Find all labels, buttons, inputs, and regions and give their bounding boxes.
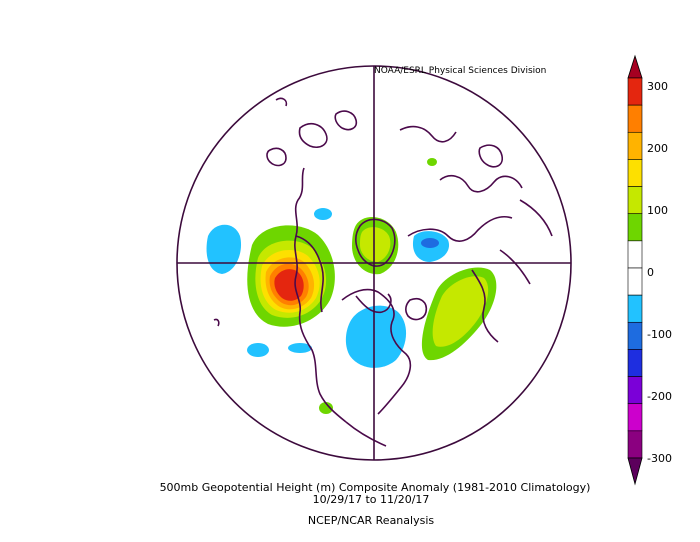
colorbar-tick-label: 100 (647, 204, 668, 217)
credit-text: NOAA/ESRL Physical Sciences Division (374, 66, 547, 76)
graticule (177, 66, 571, 460)
colorbar (627, 54, 643, 486)
colorbar-segment (627, 321, 643, 350)
colorbar-tick-label: 200 (647, 142, 668, 155)
colorbar-segment (627, 131, 643, 160)
colorbar-segment (627, 430, 643, 459)
data-source: NCEP/NCAR Reanalysis (307, 514, 435, 527)
colorbar-tick-label: 300 (647, 80, 668, 93)
colorbar-min-arrow (627, 457, 643, 486)
colorbar-tick-label: -100 (647, 328, 672, 341)
negative-anomaly-regions (206, 208, 450, 368)
positive-anomaly-pacific (247, 225, 335, 327)
colorbar-segment (627, 186, 643, 215)
positive-anomaly-small (319, 402, 333, 414)
globe-outline (176, 65, 572, 461)
date-range: 10/29/17 to 11/20/17 (312, 493, 430, 506)
colorbar-segment (627, 104, 643, 133)
colorbar-segment (627, 294, 643, 323)
map-title: 500mb Geopotential Height (m) Composite … (159, 481, 591, 494)
colorbar-tick-label: -300 (647, 452, 672, 465)
colorbar-segment (627, 403, 643, 432)
coastlines (213, 97, 553, 447)
colorbar-segment (627, 240, 643, 269)
colorbar-segment (627, 267, 643, 296)
anomaly-field (206, 97, 553, 447)
positive-anomaly-small (427, 158, 437, 166)
positive-anomaly-asia (421, 267, 497, 361)
colorbar-max-arrow (627, 54, 643, 79)
colorbar-tick-label: 0 (647, 266, 654, 279)
colorbar-segment (627, 349, 643, 377)
colorbar-tick-label: -200 (647, 390, 672, 403)
colorbar-segment (627, 376, 643, 405)
colorbar-segment (627, 77, 643, 106)
colorbar-segment (627, 213, 643, 242)
colorbar-segment (627, 159, 643, 187)
